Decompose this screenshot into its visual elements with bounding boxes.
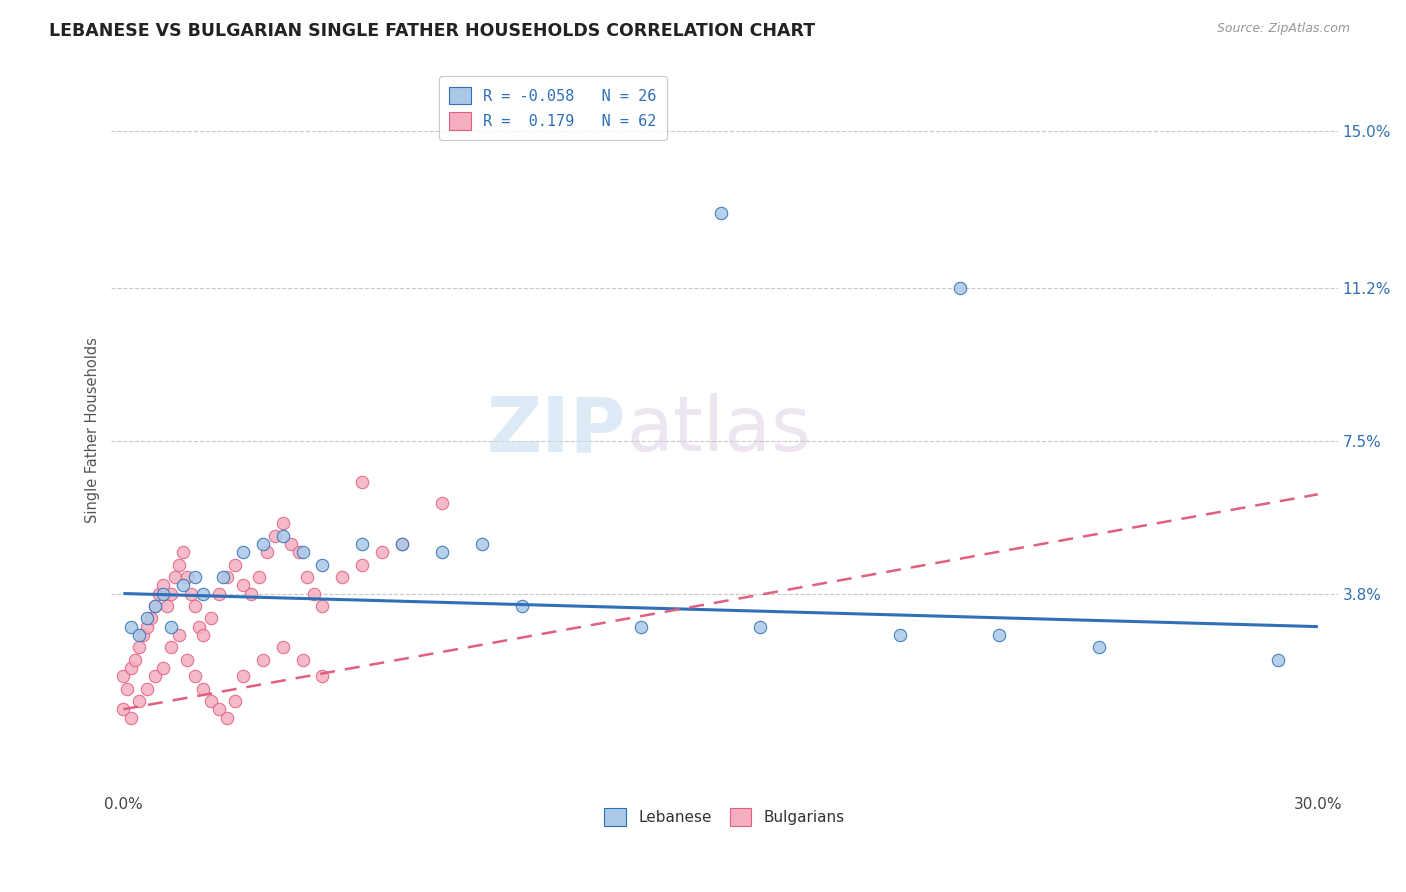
Point <box>136 681 159 696</box>
Legend: Lebanese, Bulgarians: Lebanese, Bulgarians <box>595 799 853 835</box>
Point <box>311 558 333 572</box>
Point <box>160 640 183 655</box>
Point <box>143 599 166 613</box>
Point <box>263 529 285 543</box>
Point <box>232 578 254 592</box>
Point <box>889 628 911 642</box>
Point <box>128 628 150 642</box>
Point <box>256 545 278 559</box>
Point <box>143 669 166 683</box>
Point <box>252 653 274 667</box>
Point <box>112 702 135 716</box>
Point <box>152 661 174 675</box>
Point <box>191 628 214 642</box>
Point <box>184 669 207 683</box>
Point <box>124 653 146 667</box>
Point <box>112 669 135 683</box>
Point <box>172 578 194 592</box>
Text: atlas: atlas <box>627 393 811 467</box>
Point <box>148 586 170 600</box>
Point <box>156 599 179 613</box>
Point <box>120 661 142 675</box>
Point <box>311 599 333 613</box>
Point <box>176 570 198 584</box>
Point <box>215 710 238 724</box>
Point <box>117 681 139 696</box>
Point <box>311 669 333 683</box>
Point <box>224 558 246 572</box>
Point <box>247 570 270 584</box>
Point <box>208 586 231 600</box>
Point <box>291 545 314 559</box>
Point <box>1088 640 1111 655</box>
Point <box>152 578 174 592</box>
Point <box>188 619 211 633</box>
Point <box>215 570 238 584</box>
Point <box>471 537 494 551</box>
Point <box>191 586 214 600</box>
Point <box>191 681 214 696</box>
Point <box>232 545 254 559</box>
Point <box>167 628 190 642</box>
Point <box>304 586 326 600</box>
Point <box>391 537 413 551</box>
Y-axis label: Single Father Households: Single Father Households <box>86 337 100 524</box>
Point <box>143 599 166 613</box>
Point <box>630 619 652 633</box>
Text: LEBANESE VS BULGARIAN SINGLE FATHER HOUSEHOLDS CORRELATION CHART: LEBANESE VS BULGARIAN SINGLE FATHER HOUS… <box>49 22 815 40</box>
Point <box>352 475 374 489</box>
Point <box>120 710 142 724</box>
Point <box>271 516 294 531</box>
Point <box>165 570 187 584</box>
Point <box>200 694 222 708</box>
Point <box>136 619 159 633</box>
Point <box>136 611 159 625</box>
Point <box>510 599 533 613</box>
Point <box>371 545 394 559</box>
Point <box>710 206 733 220</box>
Point <box>252 537 274 551</box>
Point <box>160 619 183 633</box>
Point <box>152 586 174 600</box>
Point <box>749 619 772 633</box>
Point <box>208 702 231 716</box>
Point <box>239 586 262 600</box>
Point <box>430 495 453 509</box>
Point <box>184 570 207 584</box>
Point <box>172 545 194 559</box>
Point <box>352 558 374 572</box>
Point <box>141 611 163 625</box>
Point <box>128 694 150 708</box>
Point <box>988 628 1011 642</box>
Point <box>330 570 353 584</box>
Point <box>167 558 190 572</box>
Point <box>948 280 970 294</box>
Text: Source: ZipAtlas.com: Source: ZipAtlas.com <box>1216 22 1350 36</box>
Point <box>224 694 246 708</box>
Point <box>271 529 294 543</box>
Point <box>160 586 183 600</box>
Point <box>212 570 235 584</box>
Point <box>430 545 453 559</box>
Text: ZIP: ZIP <box>486 393 627 467</box>
Point <box>128 640 150 655</box>
Point <box>287 545 309 559</box>
Point <box>391 537 413 551</box>
Point <box>295 570 318 584</box>
Point <box>176 653 198 667</box>
Point <box>280 537 302 551</box>
Point <box>120 619 142 633</box>
Point <box>271 640 294 655</box>
Point <box>132 628 155 642</box>
Point <box>291 653 314 667</box>
Point <box>180 586 202 600</box>
Point <box>200 611 222 625</box>
Point <box>232 669 254 683</box>
Point <box>1267 653 1289 667</box>
Point <box>184 599 207 613</box>
Point <box>352 537 374 551</box>
